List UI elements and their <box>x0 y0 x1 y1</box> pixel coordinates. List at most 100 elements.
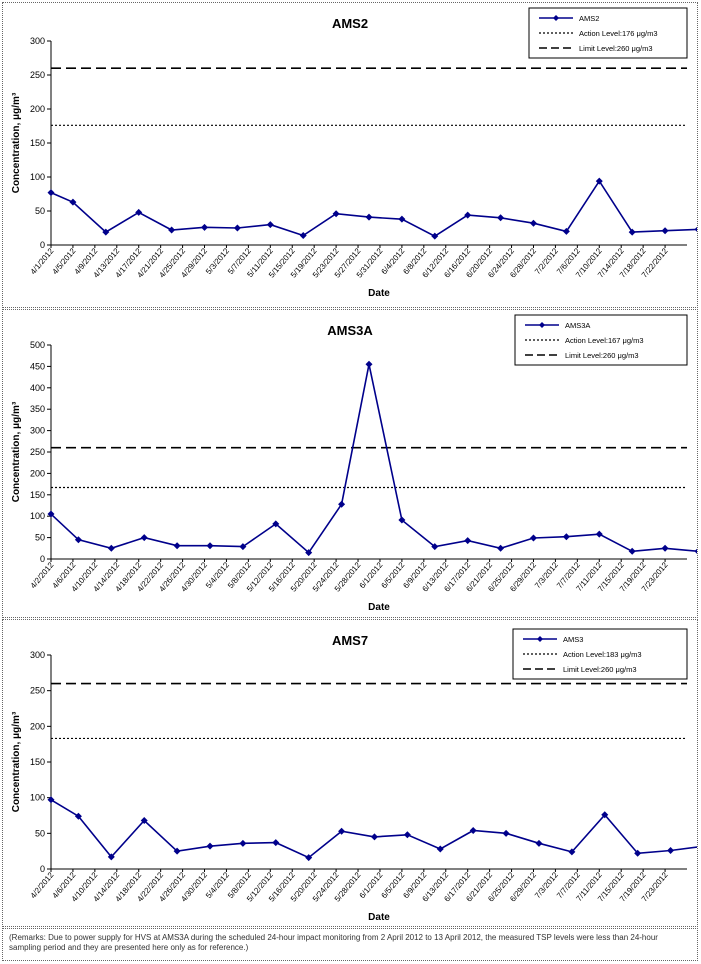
y-tick-label: 450 <box>30 361 45 371</box>
data-point <box>403 831 411 839</box>
data-point <box>529 219 537 227</box>
legend-box <box>512 628 688 680</box>
data-point <box>628 547 636 555</box>
series-line <box>50 179 697 238</box>
y-tick-label: 400 <box>30 383 45 393</box>
chart-panel-ams7: AMS7 0 50 100 150 200 250 300 4/2/2012 4/6/2012 4/… <box>2 619 698 927</box>
chart-title: AMS7 <box>332 633 368 648</box>
y-tick-label: 0 <box>40 554 45 564</box>
y-tick-label: 50 <box>35 533 45 543</box>
chart-ams2: AMS20501001502002503004/1/20124/5/20124/… <box>11 7 697 299</box>
data-point <box>601 811 609 819</box>
data-point <box>562 533 570 541</box>
data-point <box>398 215 406 223</box>
data-point <box>634 849 642 857</box>
legend-series-marker <box>537 636 543 642</box>
data-point <box>206 842 214 850</box>
data-point <box>239 543 247 551</box>
data-point <box>469 826 477 834</box>
data-point <box>464 537 472 545</box>
data-point <box>102 228 110 236</box>
legend-action-label: Action Level:183 μg/m3 <box>563 650 642 659</box>
data-point <box>299 231 307 239</box>
legend-limit-label: Limit Level:260 μg/m3 <box>579 44 653 53</box>
data-point <box>436 845 444 853</box>
data-point <box>272 839 280 847</box>
y-tick-label: 100 <box>30 793 45 803</box>
legend-box <box>514 314 688 366</box>
data-point <box>628 228 636 236</box>
data-point <box>140 816 148 824</box>
data-point <box>173 847 181 855</box>
y-tick-label: 100 <box>30 172 45 182</box>
y-tick-label: 200 <box>30 468 45 478</box>
chart-panel-ams2: AMS2 0 50 100 150 200 250 300 4/1/2012 4/5/2012 4/… <box>2 2 698 308</box>
data-point <box>661 544 669 552</box>
data-point <box>201 223 209 231</box>
data-point <box>535 839 543 847</box>
data-point <box>694 548 697 554</box>
y-axis-label: Concentration, μg/m³ <box>11 711 22 812</box>
y-tick-label: 250 <box>30 447 45 457</box>
data-point <box>47 796 55 804</box>
data-point <box>74 812 82 820</box>
data-point <box>140 534 148 542</box>
y-tick-label: 300 <box>30 426 45 436</box>
data-point <box>497 544 505 552</box>
data-point <box>338 827 346 835</box>
data-point <box>107 544 115 552</box>
data-point <box>529 534 537 542</box>
data-point <box>464 211 472 219</box>
y-tick-label: 50 <box>35 206 45 216</box>
y-tick-label: 150 <box>30 138 45 148</box>
y-tick-label: 150 <box>30 757 45 767</box>
y-tick-label: 300 <box>30 650 45 660</box>
y-tick-label: 50 <box>35 828 45 838</box>
data-point <box>47 510 55 518</box>
y-tick-label: 200 <box>30 104 45 114</box>
data-point <box>206 542 214 550</box>
data-point <box>431 543 439 551</box>
data-point <box>398 516 406 524</box>
series-line <box>50 364 697 554</box>
data-point <box>497 214 505 222</box>
data-point <box>332 210 340 218</box>
legend-series-marker <box>553 15 559 21</box>
legend-series-label: AMS3 <box>563 635 583 644</box>
y-tick-label: 350 <box>30 404 45 414</box>
chart-ams3a: AMS3A0501001502002503003504004505004/2/2… <box>11 314 697 613</box>
y-tick-label: 150 <box>30 490 45 500</box>
legend-series-marker <box>539 322 545 328</box>
legend-series-label: AMS2 <box>579 14 599 23</box>
data-point <box>173 542 181 550</box>
data-point <box>168 226 176 234</box>
x-axis-label: Date <box>368 288 390 299</box>
legend-limit-label: Limit Level:260 μg/m3 <box>565 351 639 360</box>
series-line <box>50 799 697 859</box>
data-point <box>502 829 510 837</box>
data-point <box>562 227 570 235</box>
chart-panel-ams3a: AMS3A 0 50 100 150 200 250 300 350 400 450 500 4/2/2… <box>2 309 698 618</box>
data-point <box>272 520 280 528</box>
x-axis-label: Date <box>368 912 390 923</box>
chart-title: AMS2 <box>332 16 368 31</box>
data-point <box>107 853 115 861</box>
data-point <box>266 221 274 229</box>
data-point <box>595 530 603 538</box>
data-point <box>69 198 77 206</box>
data-point <box>595 177 603 185</box>
data-point <box>661 227 669 235</box>
data-point <box>694 226 697 232</box>
data-point <box>370 833 378 841</box>
legend-series-label: AMS3A <box>565 321 590 330</box>
data-point <box>74 536 82 544</box>
data-point <box>431 232 439 240</box>
data-point <box>568 848 576 856</box>
y-tick-label: 200 <box>30 721 45 731</box>
data-point <box>305 854 313 862</box>
legend-limit-label: Limit Level:260 μg/m3 <box>563 665 637 674</box>
chart-ams7: AMS70501001502002503004/2/20124/6/20124/… <box>11 628 697 923</box>
data-point <box>47 189 55 197</box>
data-point <box>135 208 143 216</box>
y-tick-label: 100 <box>30 511 45 521</box>
